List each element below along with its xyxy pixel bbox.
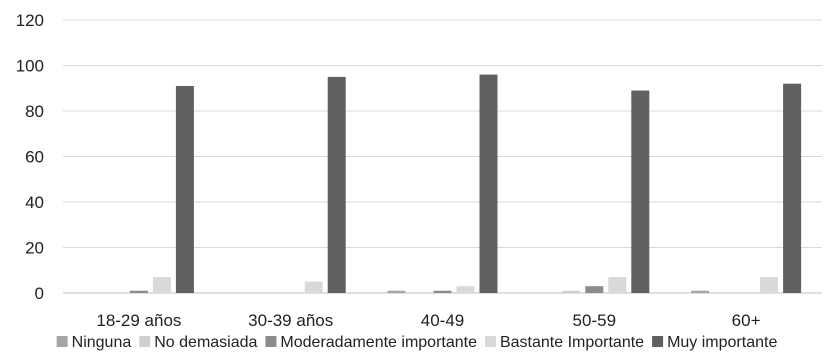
legend: Ninguna No demasiada Moderadamente importa… [56,334,777,351]
legend-item: Moderadamente importante [265,334,477,351]
bar-2-series-5 [327,76,346,293]
bar-3-series-3 [433,290,452,293]
legend-label: Bastante Importante [500,334,644,351]
y-tick-label: 80 [25,102,44,121]
legend-label: Muy importante [667,334,777,351]
x-category-label: 50-59 [573,311,616,330]
bar-1-series-3 [129,290,148,293]
y-tick-label: 100 [16,57,44,76]
legend-item: Bastante Importante [484,334,644,351]
y-tick-label: 0 [35,284,44,303]
x-category-label: 18-29 años [96,311,181,330]
legend-swatch [484,336,496,347]
bar-3-series-1 [387,290,406,293]
x-category-label: 40-49 [421,311,464,330]
bar-3-series-4 [456,286,475,293]
legend-item: No demasiada [139,334,258,351]
legend-label: Ninguna [72,334,132,351]
bar-5-series-4 [760,277,779,293]
legend-swatch [56,336,68,347]
bar-1-series-4 [152,277,171,293]
y-tick-label: 20 [25,239,44,258]
bar-2-series-4 [304,281,323,293]
x-category-label: 30-39 años [248,311,333,330]
x-category-label: 60+ [732,311,761,330]
bar-5-series-5 [783,83,802,293]
bar-4-series-4 [608,277,627,293]
legend-item: Muy importante [652,334,777,351]
x-axis-category-labels: 18-29 años 30-39 años 40-49 50-59 60+ [96,311,760,330]
y-tick-label: 40 [25,193,44,212]
bar-4-series-3 [585,286,604,293]
legend-label: No demasiada [154,334,257,351]
y-tick-label: 120 [16,11,44,30]
legend-swatch [265,336,277,347]
bar-3-series-5 [479,74,498,293]
y-axis-tick-labels: 0 20 40 60 80 100 120 [16,11,44,303]
legend-swatch [652,336,664,347]
y-tick-label: 60 [25,148,44,167]
legend-swatch [139,336,151,347]
bar-4-series-2 [562,290,581,293]
legend-item: Ninguna [56,334,132,351]
bar-1-series-5 [175,85,194,293]
bars [129,74,802,294]
bar-5-series-1 [691,290,710,293]
legend-label: Moderadamente importante [280,334,477,351]
bar-4-series-5 [631,90,650,294]
